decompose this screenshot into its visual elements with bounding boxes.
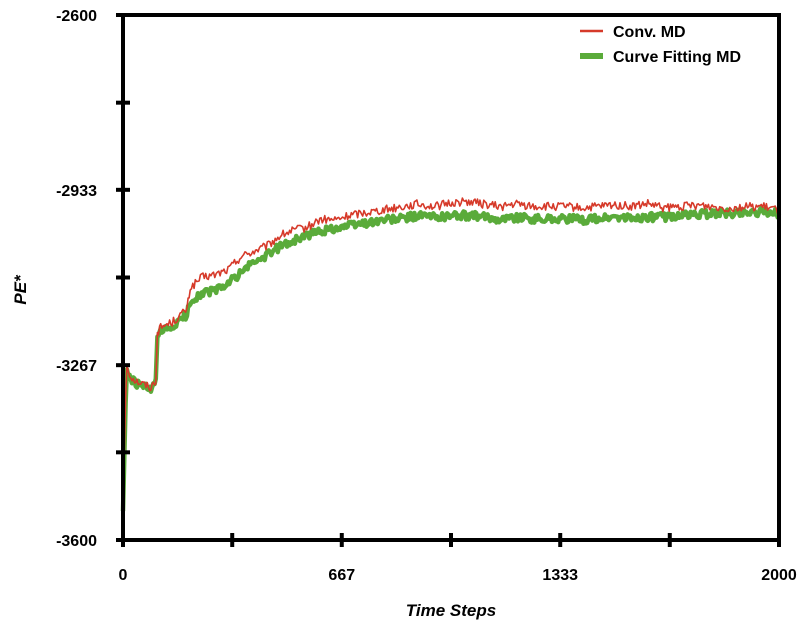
series-layer [120,197,782,512]
x-tick-label: 0 [119,567,128,584]
labels-layer: 0 667 1333 2000 -3600 -3267 -2933 -2600 [56,8,797,584]
y-tick-label: -2933 [56,183,97,200]
x-tick-label: 667 [328,567,355,584]
legend: Conv. MD Curve Fitting MD [580,24,741,66]
x-axis-title: Time Steps [406,601,496,620]
ticks-layer [116,13,781,547]
y-tick-label: -3600 [56,533,97,550]
y-tick-label: -2600 [56,8,97,25]
plot-frame [121,13,781,542]
legend-label-conv-md: Conv. MD [613,24,686,41]
y-tick-label: -3267 [56,358,97,375]
y-axis-title: PE* [11,274,30,305]
legend-label-curve-fitting-md: Curve Fitting MD [613,49,741,66]
series-line-curve-fitting-md [120,205,782,512]
x-tick-label: 1333 [542,567,578,584]
series-line-conv-md [122,197,780,506]
x-tick-label: 2000 [761,567,797,584]
